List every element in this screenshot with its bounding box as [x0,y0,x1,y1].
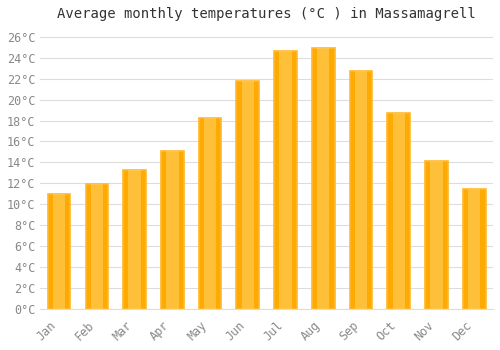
Bar [124,170,146,309]
Bar [199,118,222,309]
Bar [312,48,334,309]
Bar [86,184,108,309]
Bar [280,51,292,309]
Bar [355,71,367,309]
Bar [392,113,405,309]
Bar [388,113,410,309]
Bar [425,161,448,309]
Bar [53,194,66,309]
Bar [468,189,480,309]
Bar [90,184,103,309]
Bar [242,81,254,309]
Bar [236,81,259,309]
Bar [161,151,184,309]
Bar [317,48,330,309]
Bar [274,51,297,309]
Bar [128,170,141,309]
Bar [350,71,372,309]
Bar [463,189,485,309]
Bar [48,194,70,309]
Bar [204,118,216,309]
Bar [166,151,178,309]
Bar [430,161,442,309]
Title: Average monthly temperatures (°C ) in Massamagrell: Average monthly temperatures (°C ) in Ma… [58,7,476,21]
